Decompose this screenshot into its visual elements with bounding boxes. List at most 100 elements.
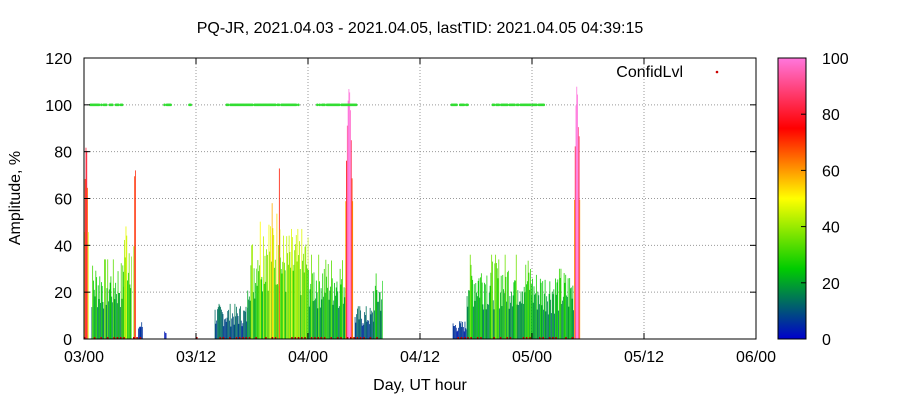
amplitude-bar [522, 303, 524, 339]
amplitude-bar [126, 235, 128, 339]
amplitude-bar [91, 307, 93, 339]
amplitude-bar [515, 254, 517, 339]
confidlvl-baseline-point [548, 337, 551, 339]
colorbar-tick-label: 40 [822, 220, 840, 237]
amplitude-bar [530, 268, 531, 339]
confidlvl-baseline-point [336, 337, 339, 339]
amplitude-bar [106, 288, 108, 339]
confidlvl-baseline-point [242, 337, 244, 339]
amplitude-bar [338, 306, 340, 339]
confidlvl-baseline-point [552, 337, 554, 339]
amplitude-bar [361, 325, 363, 339]
amplitude-bar [539, 278, 541, 339]
amplitude-bar [283, 262, 285, 339]
amplitude-bar [250, 265, 252, 339]
amplitude-bar [245, 306, 247, 339]
amplitude-bar [525, 264, 527, 339]
confidlvl-point [542, 103, 546, 107]
amplitude-bar [253, 268, 255, 339]
confidlvl-point [100, 103, 103, 107]
amplitude-bar [504, 254, 506, 339]
amplitude-bar [360, 310, 362, 339]
amplitude-bar [551, 291, 553, 339]
amplitude-bar [512, 295, 514, 339]
amplitude-bar [246, 321, 248, 339]
amplitude-bar [344, 297, 346, 339]
amplitude-bar [311, 254, 312, 339]
amplitude-bar [260, 279, 262, 339]
amplitude-bar [241, 326, 243, 339]
confidlvl-point [318, 103, 322, 107]
confidlvl-baseline-point [274, 337, 277, 339]
amplitude-bar [259, 265, 260, 339]
amplitude-bar [463, 331, 465, 339]
amplitude-bar [255, 282, 257, 339]
confidlvl-point [316, 103, 319, 107]
amplitude-bar [224, 318, 226, 339]
confidlvl-point [337, 103, 341, 107]
confidlvl-point [189, 103, 192, 107]
amplitude-bar [369, 307, 371, 339]
amplitude-bar [295, 244, 296, 339]
confidlvl-point [297, 103, 300, 107]
legend-marker [715, 70, 719, 74]
amplitude-bar [216, 320, 218, 339]
amplitude-bar [297, 228, 299, 339]
confidlvl-baseline-point [340, 337, 342, 339]
amplitude-bar [257, 260, 259, 339]
amplitude-bar [454, 326, 456, 339]
amplitude-bar [561, 303, 563, 339]
amplitude-bar [503, 293, 505, 339]
amplitude-bar [348, 89, 350, 339]
amplitude-bar [497, 278, 499, 339]
confidlvl-baseline-point [116, 337, 119, 339]
amplitude-bar [532, 278, 533, 339]
amplitude-bar [462, 321, 463, 339]
confidlvl-point [117, 103, 120, 107]
confidlvl-baseline-point [229, 337, 231, 339]
amplitude-bar [457, 330, 459, 339]
amplitude-bar [489, 285, 491, 339]
amplitude-bar [247, 290, 249, 339]
amplitude-bar [316, 292, 318, 339]
confidlvl-baseline-point [529, 337, 531, 339]
amplitude-bar [303, 253, 304, 339]
amplitude-bar [342, 260, 343, 339]
amplitude-bar [296, 261, 298, 339]
confidlvl-baseline-point [346, 337, 349, 339]
amplitude-bar [326, 276, 328, 339]
amplitude-bar [96, 277, 98, 339]
confidlvl-point [294, 103, 298, 107]
amplitude-bar [354, 317, 356, 339]
amplitude-bar [135, 170, 136, 339]
amplitude-bar [138, 327, 140, 339]
amplitude-bar [488, 304, 489, 339]
amplitude-bar [363, 324, 365, 339]
y-tick-label: 60 [54, 192, 72, 209]
amplitude-bar [275, 284, 277, 339]
amplitude-bar [129, 284, 131, 339]
amplitude-bar [293, 264, 295, 339]
amplitude-bar [573, 310, 574, 339]
amplitude-bar [333, 300, 335, 339]
amplitude-bar [475, 283, 477, 339]
amplitude-bar [507, 270, 509, 339]
amplitude-bar [521, 303, 523, 339]
amplitude-bar [368, 320, 369, 339]
amplitude-bar [556, 282, 558, 339]
colorbar-tick-label: 0 [822, 332, 831, 349]
amplitude-bar [305, 244, 307, 339]
confidlvl-baseline-point [476, 337, 479, 339]
amplitude-bar [340, 284, 342, 339]
amplitude-bar [545, 311, 547, 339]
amplitude-bar [282, 261, 284, 339]
amplitude-bar [529, 289, 531, 339]
amplitude-bar [226, 317, 228, 339]
amplitude-bar [558, 310, 559, 339]
amplitude-bar [108, 289, 110, 339]
amplitude-bar [220, 307, 222, 339]
amplitude-bar [244, 311, 246, 339]
amplitude-bar [110, 276, 112, 339]
confidlvl-baseline-point [376, 337, 378, 339]
confidlvl-baseline-point [196, 337, 198, 339]
